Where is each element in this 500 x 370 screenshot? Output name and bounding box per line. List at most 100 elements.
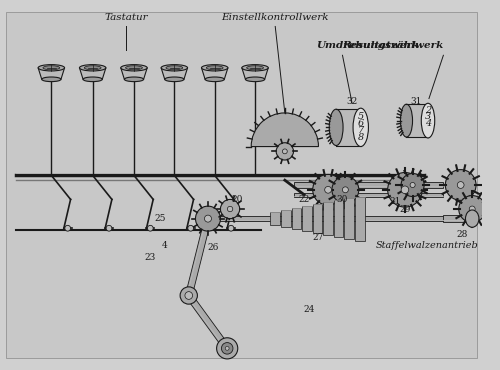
Polygon shape xyxy=(186,293,230,350)
FancyBboxPatch shape xyxy=(334,201,344,237)
Circle shape xyxy=(188,225,194,231)
Text: 23: 23 xyxy=(144,253,156,262)
Ellipse shape xyxy=(43,66,60,70)
FancyBboxPatch shape xyxy=(302,206,312,231)
Text: 5: 5 xyxy=(358,111,364,121)
Circle shape xyxy=(204,215,212,222)
Ellipse shape xyxy=(124,77,144,82)
Ellipse shape xyxy=(83,77,102,82)
Circle shape xyxy=(185,292,192,299)
Circle shape xyxy=(106,225,112,231)
Circle shape xyxy=(226,346,229,350)
Ellipse shape xyxy=(246,77,264,82)
Ellipse shape xyxy=(80,65,106,71)
Ellipse shape xyxy=(202,65,228,71)
Polygon shape xyxy=(121,68,147,79)
Polygon shape xyxy=(80,68,106,79)
Ellipse shape xyxy=(205,77,225,82)
Polygon shape xyxy=(242,68,268,79)
FancyBboxPatch shape xyxy=(312,204,322,233)
Circle shape xyxy=(228,206,233,212)
Text: 22: 22 xyxy=(298,195,310,204)
Circle shape xyxy=(410,182,415,188)
Text: 27: 27 xyxy=(313,233,324,242)
Circle shape xyxy=(276,143,293,160)
Polygon shape xyxy=(444,215,472,222)
Text: 8: 8 xyxy=(358,133,364,142)
Ellipse shape xyxy=(164,77,184,82)
Polygon shape xyxy=(294,182,444,188)
Ellipse shape xyxy=(206,66,223,70)
Ellipse shape xyxy=(126,66,142,70)
Text: 4: 4 xyxy=(425,119,431,128)
Circle shape xyxy=(220,199,240,219)
Text: Tastatur: Tastatur xyxy=(104,13,148,22)
Text: 20: 20 xyxy=(231,195,242,204)
Ellipse shape xyxy=(242,65,268,71)
Circle shape xyxy=(469,206,475,212)
Polygon shape xyxy=(406,104,428,137)
FancyBboxPatch shape xyxy=(355,196,364,241)
Ellipse shape xyxy=(121,65,147,71)
Ellipse shape xyxy=(161,65,188,71)
Circle shape xyxy=(65,225,70,231)
Text: 30: 30 xyxy=(337,195,348,204)
Polygon shape xyxy=(202,68,228,79)
Circle shape xyxy=(458,182,464,188)
Polygon shape xyxy=(161,68,188,79)
Text: 31: 31 xyxy=(411,97,422,106)
Text: 25: 25 xyxy=(154,214,166,223)
Text: Staffelwalzenantrieb: Staffelwalzenantrieb xyxy=(376,241,479,250)
Circle shape xyxy=(228,225,234,231)
Circle shape xyxy=(401,186,408,194)
Ellipse shape xyxy=(42,77,61,82)
Text: 32: 32 xyxy=(346,97,358,106)
Polygon shape xyxy=(186,218,211,296)
Text: 21: 21 xyxy=(390,197,401,206)
Ellipse shape xyxy=(246,66,264,70)
Ellipse shape xyxy=(329,109,343,145)
Ellipse shape xyxy=(466,210,479,227)
Wedge shape xyxy=(251,113,318,147)
Circle shape xyxy=(216,338,238,359)
Circle shape xyxy=(180,287,198,304)
Ellipse shape xyxy=(400,104,412,137)
FancyBboxPatch shape xyxy=(270,212,280,225)
Polygon shape xyxy=(294,193,444,196)
Text: 2: 2 xyxy=(425,106,431,115)
Circle shape xyxy=(222,343,233,354)
Text: 3: 3 xyxy=(425,112,431,121)
FancyBboxPatch shape xyxy=(292,208,301,229)
Circle shape xyxy=(324,186,332,193)
Text: 29: 29 xyxy=(400,205,410,213)
Text: Umdrehungszählwerk: Umdrehungszählwerk xyxy=(316,41,444,50)
Text: 7: 7 xyxy=(358,126,364,135)
Circle shape xyxy=(388,172,422,207)
FancyBboxPatch shape xyxy=(6,12,477,358)
Polygon shape xyxy=(213,216,472,221)
Ellipse shape xyxy=(38,65,64,71)
FancyBboxPatch shape xyxy=(324,202,333,235)
FancyBboxPatch shape xyxy=(281,210,290,227)
Circle shape xyxy=(282,149,288,154)
Text: 4: 4 xyxy=(162,241,168,250)
Ellipse shape xyxy=(353,108,368,147)
Circle shape xyxy=(342,187,348,193)
Circle shape xyxy=(332,176,359,203)
Text: 6: 6 xyxy=(358,119,364,128)
Circle shape xyxy=(148,225,153,231)
Text: Resultatwerk: Resultatwerk xyxy=(342,41,419,50)
FancyBboxPatch shape xyxy=(344,198,354,239)
Text: Einstellkontrollwerk: Einstellkontrollwerk xyxy=(222,13,329,22)
Ellipse shape xyxy=(422,103,434,138)
Circle shape xyxy=(459,196,485,222)
Text: 28: 28 xyxy=(457,231,468,239)
Text: 24: 24 xyxy=(303,305,314,314)
Ellipse shape xyxy=(166,66,182,70)
Circle shape xyxy=(312,174,344,205)
Circle shape xyxy=(401,174,424,196)
Text: 26: 26 xyxy=(207,243,218,252)
Polygon shape xyxy=(336,109,360,145)
Circle shape xyxy=(446,169,476,201)
Polygon shape xyxy=(38,68,64,79)
